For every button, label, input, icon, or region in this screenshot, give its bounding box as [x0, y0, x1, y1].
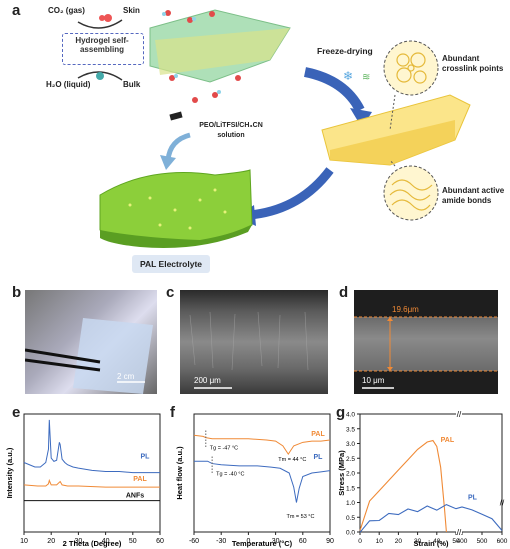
svg-text:≋: ≋: [362, 72, 370, 83]
panel-c-scale: 200 μm: [194, 376, 221, 385]
panel-b-label: b: [12, 284, 22, 301]
panel-b-photo: 2 cm: [25, 290, 157, 394]
legend-anfs: ANFs: [126, 493, 144, 500]
panel-d-label: d: [339, 284, 349, 301]
panel-c-label: c: [166, 284, 175, 301]
chart-f: -60 -30 0 30 60 90 PAL PL Tg = -47 °C Tm = 44 °C T…: [175, 413, 334, 548]
x-tick-label: 90: [326, 538, 334, 545]
legend-pl: PL: [141, 453, 151, 460]
panel-a-illustration: ❄ ≋: [77, 9, 471, 273]
y-tick-label: 1.0: [346, 500, 355, 507]
series-pal: [193, 434, 331, 456]
x-tick-label: 500: [477, 538, 488, 545]
panel-a-label: a: [12, 2, 21, 19]
y-axis-title: Intensity (a.u.): [5, 447, 14, 498]
pal-electrolyte-label: PAL Electrolyte: [139, 259, 203, 269]
x-tick-label: 400: [457, 538, 468, 545]
series-pal: [23, 478, 160, 488]
panel-b-scale: 2 cm: [117, 372, 135, 381]
chart-e: 10 20 30 40 50 60 PL PAL ANFs 2 Theta (Degree) Int…: [5, 413, 164, 548]
x-tick-label: 30: [75, 538, 83, 545]
series-pal: [359, 439, 447, 533]
panel-g-label: g: [336, 404, 346, 421]
x-tick-label: 20: [47, 538, 55, 545]
x-tick-label: 10: [20, 538, 28, 545]
y-tick-label: 0.0: [346, 530, 355, 537]
y-axis-title: Heat flow (a.u.): [175, 446, 184, 500]
x-tick-label: -30: [216, 538, 226, 545]
x-tick-label: -60: [189, 538, 199, 545]
hydrogel-label: Hydrogel self-assembling: [75, 36, 129, 54]
sem-cross-section: [189, 311, 309, 389]
thickness-label: 19.6μm: [392, 305, 419, 314]
co2-label: CO₂ (gas): [48, 6, 85, 15]
x-tick-label: 30: [272, 538, 280, 545]
axis-break-right: //: [500, 498, 505, 507]
film-photo-icon: [25, 318, 153, 394]
annotation-1: Tm = 44 °C: [278, 457, 306, 463]
axis-break-gap: [456, 412, 462, 534]
solution-label: PEO/LiTFSI/CH₃CN solution: [199, 122, 263, 139]
annotation-0: Tg = -47 °C: [210, 445, 238, 451]
y-tick-label: 2.0: [346, 471, 355, 478]
panel-e-label: e: [12, 404, 21, 421]
x-axis-title: Temperature (°C): [232, 539, 293, 548]
x-tick-label: 50: [452, 538, 460, 545]
plot-frame: [193, 413, 331, 533]
x-axis-title: 2 Theta (Degree): [63, 539, 122, 548]
y-tick-label: 3.5: [346, 426, 355, 433]
legend-pl: PL: [468, 495, 478, 502]
bulk-label: Bulk: [123, 80, 141, 89]
svg-text:❄: ❄: [343, 69, 353, 83]
legend-pal: PAL: [311, 431, 325, 438]
legend-pl: PL: [314, 454, 324, 461]
legend-pal: PAL: [441, 437, 455, 444]
axis-break-top: //: [457, 410, 462, 419]
x-tick-label: 20: [395, 538, 403, 545]
x-tick-label: 60: [156, 538, 164, 545]
annotation-3: Tm = 53 °C: [286, 514, 314, 520]
panel-f-label: f: [170, 404, 175, 421]
h2o-label: H₂O (liquid): [46, 80, 91, 89]
x-tick-label: 600: [497, 538, 508, 545]
panel-d-scale: 10 μm: [362, 376, 385, 385]
x-tick-label: 30: [414, 538, 422, 545]
axis-break-bottom: //: [457, 528, 462, 537]
x-tick-label: 50: [129, 538, 137, 545]
panel-d-sem: 19.6μm 10 μm: [354, 290, 498, 394]
series-pl: [194, 460, 331, 503]
y-tick-label: 4.0: [346, 412, 355, 419]
y-axis-title: Stress (MPa): [337, 450, 346, 496]
y-tick-label: 1.5: [346, 485, 355, 492]
x-tick-label: 10: [376, 538, 384, 545]
skin-label: Skin: [123, 6, 140, 15]
x-tick-label: 0: [246, 538, 250, 545]
x-tick-label: 0: [358, 538, 362, 545]
x-tick-label: 60: [299, 538, 307, 545]
film-layer: [354, 317, 498, 371]
y-tick-label: 2.5: [346, 456, 355, 463]
series-pl: [359, 503, 503, 533]
crosslink-label: Abundant crosslink points: [442, 54, 504, 73]
x-tick-label: 40: [102, 538, 110, 545]
y-tick-label: 0.5: [346, 515, 355, 522]
y-tick-label: 3.0: [346, 441, 355, 448]
freeze-drying-label: Freeze-drying: [317, 46, 373, 56]
legend-pal: PAL: [133, 476, 147, 483]
thickness-marker: [354, 316, 498, 389]
x-axis-title: Strain (%): [413, 539, 449, 548]
panel-c-sem: 200 μm: [180, 290, 328, 394]
annotation-2: Tg = -40 °C: [216, 471, 244, 477]
hydrogel-box: [62, 33, 144, 65]
series-pl: [23, 419, 160, 474]
amide-label: Abundant active amide bonds: [442, 186, 505, 205]
chart-g: 0.0 0.5 1.0 1.5 2.0 2.5 3.0 3.5 4.0 0 10 20 30 40 5040…: [337, 410, 508, 548]
x-tick-label: 40: [433, 538, 441, 545]
